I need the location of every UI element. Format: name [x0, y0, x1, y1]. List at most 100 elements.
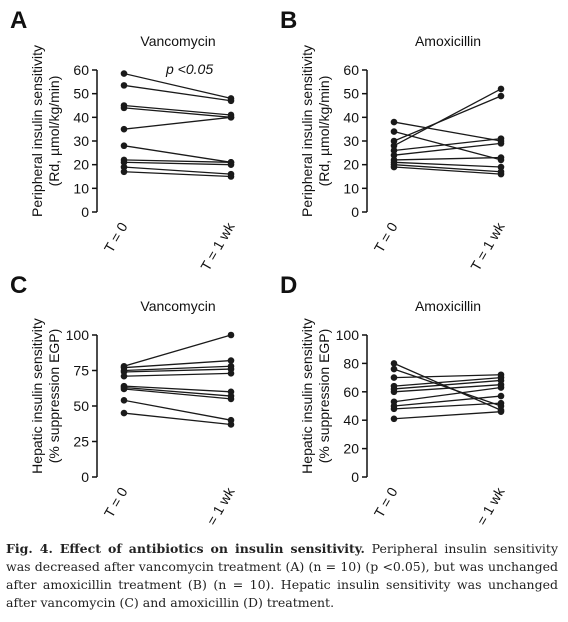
y-tick-label: 100 [336, 327, 360, 343]
point [497, 408, 505, 415]
x-tick-label: T = 1 wk [467, 484, 508, 525]
x-tick-label: T = 0 [101, 219, 131, 255]
y-tick-label: 60 [73, 62, 89, 78]
point [390, 163, 398, 171]
subject-line [123, 145, 232, 163]
chart-title: Amoxicillin [415, 33, 481, 49]
point [390, 360, 398, 367]
point [227, 370, 235, 377]
subject-line [123, 161, 232, 166]
point [120, 372, 128, 380]
y-tick-label: 50 [343, 86, 359, 102]
caption: Fig. 4. Effect of antibiotics on insulin… [6, 540, 558, 612]
y-tick-label: 50 [73, 398, 89, 414]
subject-line [123, 372, 232, 377]
point [227, 395, 235, 403]
point [497, 154, 505, 161]
point [497, 399, 505, 407]
subject-line [123, 166, 232, 175]
subject-line [393, 368, 502, 407]
point [497, 85, 505, 93]
subject-line [123, 385, 232, 393]
subject-line [393, 384, 502, 393]
figure: A Vancomycin p <0.05 Peripheral insulin sen… [10, 7, 508, 538]
panel-letter: A [10, 7, 27, 34]
point [227, 421, 235, 428]
panel: A Vancomycin p <0.05 Peripheral insulin sen… [10, 7, 238, 273]
subject-line [123, 334, 232, 367]
subject-line [123, 171, 232, 178]
point [497, 92, 505, 100]
y-axis-label: (Rd, µmol/kg/min) [46, 76, 62, 187]
subject-line [393, 376, 502, 387]
point [497, 163, 505, 171]
chart-title: Vancomycin [140, 33, 215, 49]
panel: C Vancomycin Hepatic insulin sensitivity (%… [10, 272, 238, 538]
subject-line [123, 399, 232, 421]
subject-line [393, 161, 502, 168]
subject-line [393, 156, 502, 161]
subject-line [123, 386, 232, 397]
subject-line [393, 379, 502, 390]
subject-line [393, 164, 502, 173]
subject-line [393, 374, 502, 379]
subject-line [123, 107, 232, 118]
y-tick-label: 75 [73, 363, 89, 379]
panel-letter: B [280, 7, 297, 34]
point [120, 163, 128, 171]
x-tick-label: T = 1 wk [467, 219, 508, 274]
point [120, 104, 128, 112]
y-tick-label: 40 [343, 109, 359, 125]
y-tick-label: 10 [73, 180, 89, 196]
point [120, 397, 128, 404]
y-tick-label: 20 [343, 157, 359, 173]
caption-head: Fig. 4. Effect of antibiotics on insulin… [6, 541, 365, 556]
subject-line [393, 137, 502, 152]
annotation: p <0.05 [165, 61, 213, 77]
subject-line [393, 166, 502, 175]
caption-label: Fig. 4. [6, 541, 53, 556]
y-tick-label: 80 [343, 355, 359, 371]
point [390, 365, 398, 373]
subject-line [393, 95, 502, 142]
y-axis-label: (% suppression EGP) [46, 329, 62, 464]
y-tick-label: 0 [81, 469, 89, 485]
subject-line [123, 365, 232, 372]
y-tick-label: 25 [73, 434, 89, 450]
point [497, 140, 505, 147]
point [497, 392, 505, 400]
point [390, 388, 398, 396]
subject-line [393, 142, 502, 156]
y-axis-label: Hepatic insulin sensitivity [299, 318, 315, 474]
point [390, 147, 398, 154]
x-tick-label: T = 1 wk [197, 484, 238, 525]
y-tick-label: 0 [351, 469, 359, 485]
panel-letter: C [10, 272, 27, 299]
point [120, 70, 128, 77]
x-tick-label: T = 0 [101, 484, 131, 520]
subject-line [123, 72, 232, 100]
y-axis-label: (Rd, µmol/kg/min) [316, 76, 332, 187]
subject-line [393, 395, 502, 407]
point [390, 137, 398, 145]
subject-line [393, 386, 502, 403]
y-tick-label: 40 [73, 109, 89, 125]
subject-line [123, 388, 232, 400]
chart-title: Amoxicillin [415, 298, 481, 314]
point [120, 125, 128, 133]
subject-line [123, 368, 232, 373]
point [227, 331, 235, 339]
y-tick-label: 10 [343, 180, 359, 196]
chart-title: Vancomycin [140, 298, 215, 314]
point [390, 405, 398, 413]
y-axis-label: Peripheral insulin sensitivity [299, 45, 315, 217]
subject-line [123, 84, 232, 102]
subject-line [393, 88, 502, 147]
y-tick-label: 0 [351, 204, 359, 220]
point [120, 142, 128, 150]
y-tick-label: 0 [81, 204, 89, 220]
y-tick-label: 60 [343, 62, 359, 78]
point [390, 142, 398, 150]
y-axis-label: Hepatic insulin sensitivity [29, 318, 45, 474]
